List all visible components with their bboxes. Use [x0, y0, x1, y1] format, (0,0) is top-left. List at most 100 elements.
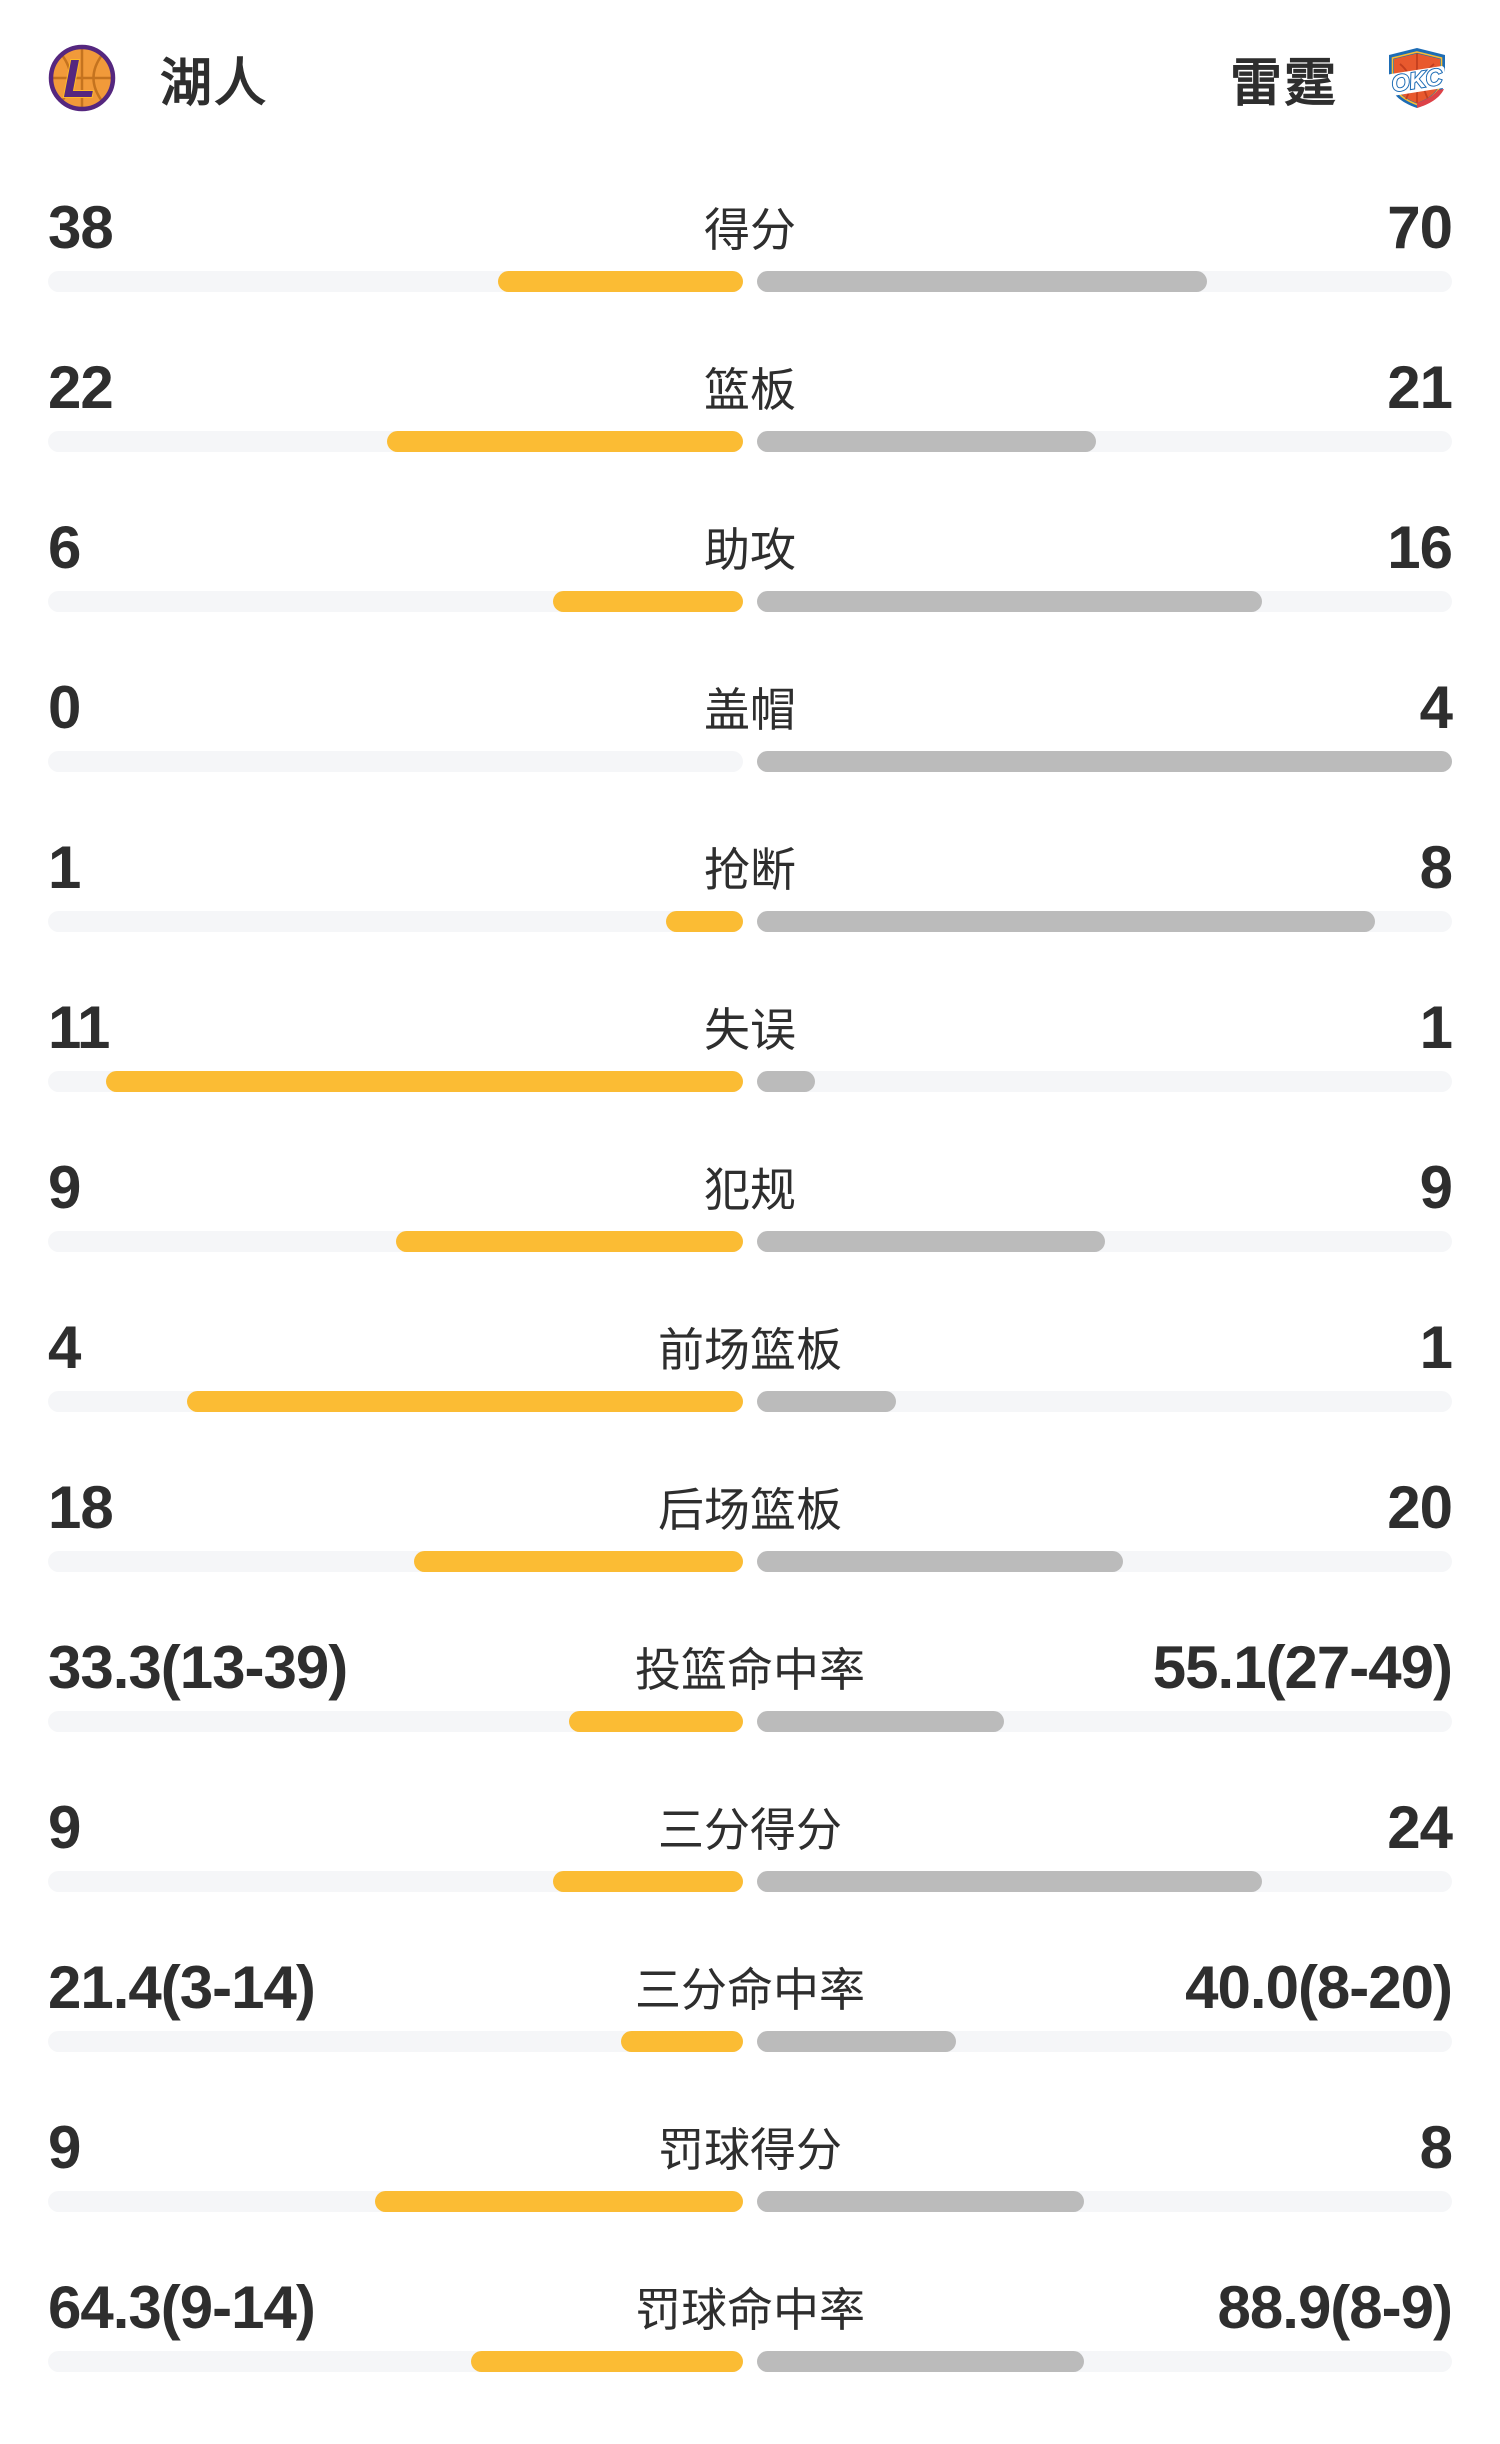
stat-row-assists: 6 助攻 16: [48, 510, 1453, 670]
left-team-bar: [387, 431, 743, 452]
stat-label: 前场篮板: [658, 1324, 842, 1376]
left-bar-track: [48, 2031, 743, 2052]
left-team-bar: [498, 271, 743, 292]
right-stat-value: 4: [1419, 673, 1453, 741]
stat-row-free-throw-points: 9 罚球得分 8: [48, 2110, 1453, 2270]
stat-label: 犯规: [704, 1164, 796, 1216]
right-team-bar: [757, 591, 1263, 612]
stat-row-three-point-percentage: 21.4(3-14) 三分命中率 40.0(8-20): [48, 1950, 1453, 2110]
left-stat-value: 9: [48, 2113, 81, 2181]
left-team-bar: [620, 2031, 743, 2052]
left-team-bar: [105, 1071, 743, 1092]
right-stat-value: 21: [1387, 353, 1453, 421]
right-team-bar: [757, 2031, 956, 2052]
right-stat-value: 88.9(8-9): [1217, 2273, 1453, 2341]
stat-label: 盖帽: [704, 684, 796, 736]
stats-list: 38 得分 70 22 篮板 21: [48, 190, 1453, 2430]
right-bar-track: [757, 1871, 1452, 1892]
stat-row-offensive-rebounds: 4 前场篮板 1: [48, 1310, 1453, 1470]
right-team-bar: [757, 2351, 1084, 2372]
stat-row-free-throw-percentage: 64.3(9-14) 罚球命中率 88.9(8-9): [48, 2270, 1453, 2430]
left-bar-track: [48, 2351, 743, 2372]
left-team-bar: [471, 2351, 743, 2372]
left-stat-value: 38: [48, 193, 114, 261]
right-team-bar: [757, 1711, 1004, 1732]
okc-logo-icon: OKC: [1382, 44, 1452, 112]
left-bar-track: [48, 271, 743, 292]
left-stat-value: 22: [48, 353, 114, 421]
left-team-bar: [187, 1391, 743, 1412]
left-bar-track: [48, 2191, 743, 2212]
left-team-header: L 湖人: [48, 41, 268, 116]
stat-label: 失误: [704, 1004, 796, 1056]
right-bar-track: [757, 2031, 1452, 2052]
left-bar-track: [48, 1551, 743, 1572]
left-stat-value: 64.3(9-14): [48, 2273, 316, 2341]
stat-label: 罚球命中率: [635, 2284, 865, 2336]
stat-label: 三分命中率: [635, 1964, 865, 2016]
left-team-bar: [413, 1551, 743, 1572]
right-bar-track: [757, 431, 1452, 452]
right-team-bar: [757, 1391, 896, 1412]
stat-label: 得分: [704, 204, 796, 256]
right-bar-track: [757, 591, 1452, 612]
stat-label: 助攻: [704, 524, 796, 576]
left-stat-value: 21.4(3-14): [48, 1953, 316, 2021]
stat-row-rebounds: 22 篮板 21: [48, 350, 1453, 510]
right-stat-value: 9: [1419, 1153, 1453, 1221]
right-stat-value: 40.0(8-20): [1185, 1953, 1453, 2021]
left-stat-value: 1: [48, 833, 81, 901]
left-bar-track: [48, 751, 743, 772]
right-bar-track: [757, 1391, 1452, 1412]
right-team-bar: [757, 911, 1375, 932]
right-team-bar: [757, 2191, 1085, 2212]
stat-row-points: 38 得分 70: [48, 190, 1453, 350]
svg-text:OKC: OKC: [1390, 63, 1445, 97]
left-stat-value: 4: [48, 1313, 81, 1381]
right-stat-value: 24: [1387, 1793, 1453, 1861]
left-bar-track: [48, 1231, 743, 1252]
right-team-bar: [757, 1071, 815, 1092]
stat-label: 投篮命中率: [635, 1644, 865, 1696]
stat-row-turnovers: 11 失误 1: [48, 990, 1453, 1150]
left-bar-track: [48, 1071, 743, 1092]
stat-row-fouls: 9 犯规 9: [48, 1150, 1453, 1310]
matchup-header: L 湖人 雷霆 OKC: [48, 44, 1452, 113]
right-bar-track: [757, 2351, 1452, 2372]
left-stat-value: 9: [48, 1793, 81, 1861]
left-team-bar: [553, 591, 743, 612]
right-team-bar: [757, 751, 1452, 772]
left-bar-track: [48, 1871, 743, 1892]
right-bar-track: [757, 1551, 1452, 1572]
stat-row-blocks: 0 盖帽 4: [48, 670, 1453, 830]
right-bar-track: [757, 2191, 1452, 2212]
stat-label: 三分得分: [658, 1804, 842, 1856]
left-bar-track: [48, 911, 743, 932]
right-bar-track: [757, 271, 1452, 292]
right-bar-track: [757, 911, 1452, 932]
right-stat-value: 8: [1419, 833, 1453, 901]
left-stat-value: 0: [48, 673, 81, 741]
left-bar-track: [48, 431, 743, 452]
left-bar-track: [48, 1391, 743, 1412]
left-stat-value: 18: [48, 1473, 114, 1541]
left-team-bar: [395, 1231, 743, 1252]
left-stat-value: 9: [48, 1153, 81, 1221]
right-bar-track: [757, 1231, 1452, 1252]
left-team-bar: [375, 2191, 743, 2212]
stat-row-steals: 1 抢断 8: [48, 830, 1453, 990]
right-team-bar: [757, 1871, 1263, 1892]
stat-label: 罚球得分: [658, 2124, 842, 2176]
right-bar-track: [757, 751, 1452, 772]
left-bar-track: [48, 591, 743, 612]
left-team-bar: [553, 1871, 743, 1892]
right-team-bar: [757, 1231, 1105, 1252]
lakers-logo-icon: L: [48, 44, 116, 112]
stats-panel: L 湖人 雷霆 OKC: [0, 44, 1500, 2430]
left-stat-value: 33.3(13-39): [48, 1633, 348, 1701]
stat-row-three-point-points: 9 三分得分 24: [48, 1790, 1453, 1950]
left-team-name: 湖人: [160, 54, 269, 113]
right-team-bar: [757, 1551, 1123, 1572]
right-stat-value: 20: [1387, 1473, 1453, 1541]
right-team-name: 雷霆: [1229, 54, 1338, 113]
